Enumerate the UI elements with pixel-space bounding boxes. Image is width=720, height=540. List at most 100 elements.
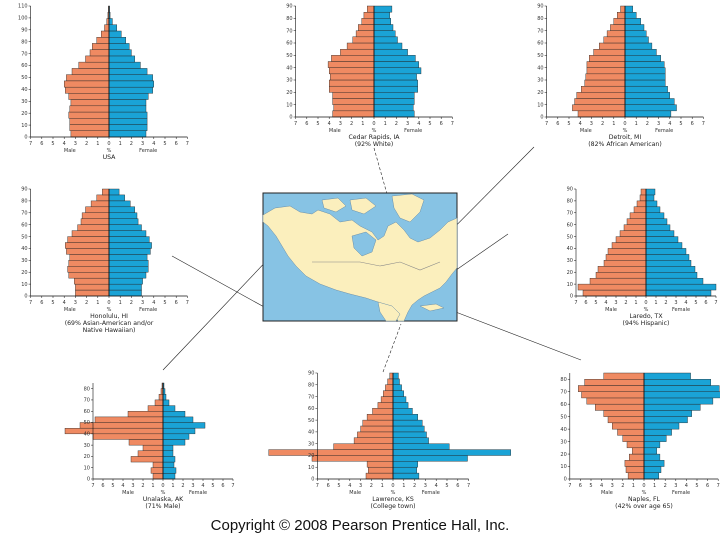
bar-male-65-69 — [81, 212, 110, 219]
x-tick-label: 1 — [632, 483, 635, 489]
bar-female-75-79 — [624, 18, 641, 25]
bar-male-30-34 — [605, 254, 647, 261]
y-tick-label: 10 — [567, 282, 573, 288]
y-tick-label: 50 — [560, 414, 566, 420]
bar-male-10-14 — [74, 278, 110, 285]
bar-female-5-9 — [108, 283, 142, 291]
chart-subtitle: (82% African American) — [588, 141, 662, 148]
bar-female-30-34 — [624, 73, 666, 81]
x-tick-label: 2 — [370, 483, 373, 489]
chart-title: Detroit, MI — [609, 134, 642, 141]
x-tick-label: 5 — [428, 121, 431, 127]
axis-label-female: Female — [189, 490, 207, 496]
bar-female-85+ — [373, 5, 393, 13]
y-tick-label: 60 — [21, 222, 27, 228]
bar-male-10-14 — [332, 98, 375, 105]
y-tick-label: 30 — [21, 99, 27, 105]
bar-male-15-19 — [130, 456, 164, 463]
bar-male-55-59 — [78, 61, 110, 69]
bar-male-0-4 — [152, 473, 164, 480]
x-tick-label: 6 — [706, 483, 709, 489]
bar-male-0-4 — [70, 130, 110, 138]
bar-male-10-14 — [69, 118, 110, 125]
x-tick-label: 2 — [350, 121, 353, 127]
bar-male-45-49 — [362, 419, 394, 427]
chart-subtitle: (71% Male) — [145, 503, 180, 510]
north-america-map — [262, 192, 458, 322]
y-tick-label: 60 — [84, 409, 90, 415]
bar-male-10-14 — [152, 461, 164, 468]
bar-female-30-34 — [373, 73, 417, 81]
bar-female-40-44 — [392, 425, 425, 433]
bar-female-55-59 — [645, 224, 671, 231]
x-tick-label: 1 — [402, 483, 405, 489]
x-tick-label: 4 — [600, 483, 603, 489]
y-tick-label: 20 — [21, 270, 27, 276]
x-tick-label: 4 — [417, 121, 420, 127]
bar-female-5-9 — [162, 467, 177, 474]
x-tick-label: 5 — [211, 483, 214, 489]
x-tick-label: 7 — [294, 121, 297, 127]
bar-female-25-29 — [373, 79, 418, 87]
y-tick-label: 70 — [567, 210, 573, 216]
y-tick-label: 40 — [567, 246, 573, 252]
bar-male-25-29 — [68, 260, 110, 267]
bar-female-0-4 — [108, 289, 142, 297]
bar-male-70-74 — [85, 206, 110, 213]
x-tick-label: 3 — [424, 483, 427, 489]
y-tick-label: 60 — [537, 41, 543, 47]
bar-male-60-64 — [352, 36, 375, 44]
y-tick-label: 10 — [537, 102, 543, 108]
x-tick-label: 7 — [451, 121, 454, 127]
bar-female-55-59 — [643, 404, 701, 411]
x-tick-label: 2 — [85, 141, 88, 147]
bar-female-45-49 — [392, 419, 423, 427]
bar-female-35-39 — [392, 431, 427, 438]
x-tick-label: 7 — [574, 300, 577, 306]
map-landmass-icon — [262, 205, 458, 322]
x-tick-label: 4 — [579, 121, 582, 127]
x-tick-label: 1 — [654, 300, 657, 306]
bar-female-0-4 — [392, 472, 420, 480]
x-tick-label: 3 — [614, 300, 617, 306]
axis-label-female: Female — [139, 307, 157, 313]
bar-male-80-84 — [96, 194, 110, 202]
bar-female-80-84 — [392, 378, 400, 385]
bar-female-15-19 — [392, 455, 468, 462]
y-tick-label: 0 — [24, 135, 27, 141]
bar-male-85-89 — [104, 24, 110, 32]
y-tick-label: 10 — [308, 465, 314, 471]
bar-male-5-9 — [333, 104, 375, 112]
y-tick-label: 30 — [560, 439, 566, 445]
x-tick-label: 7 — [714, 300, 717, 306]
bar-male-60-64 — [377, 402, 394, 409]
bar-female-75-79 — [645, 200, 658, 208]
y-tick-label: 70 — [560, 389, 566, 395]
bar-female-50-54 — [392, 414, 418, 421]
bar-male-45-49 — [79, 422, 164, 429]
axis-label-male: Male — [349, 490, 361, 496]
bar-female-40-44 — [373, 61, 419, 68]
x-tick-label: 7 — [545, 121, 548, 127]
bar-male-35-39 — [329, 67, 375, 75]
bar-male-45-49 — [66, 74, 110, 82]
y-tick-label: 50 — [84, 420, 90, 426]
bar-male-5-9 — [150, 467, 164, 474]
bar-male-15-19 — [311, 455, 394, 462]
bar-male-45-49 — [331, 55, 375, 62]
bar-female-70-74 — [645, 206, 661, 213]
x-tick-label: 5 — [567, 121, 570, 127]
bar-male-0-4 — [627, 472, 645, 480]
bar-female-70-74 — [108, 43, 130, 50]
bar-female-40-44 — [162, 428, 196, 435]
bar-female-0-4 — [624, 110, 672, 118]
bar-female-30-34 — [108, 254, 148, 261]
axis-label-percent: % — [391, 490, 396, 496]
bar-female-5-9 — [392, 467, 417, 474]
bar-male-45-49 — [615, 236, 647, 243]
bar-male-35-39 — [92, 433, 164, 440]
bar-male-20-24 — [69, 105, 110, 113]
bar-male-75-79 — [90, 200, 110, 208]
bar-female-65-69 — [162, 399, 170, 406]
